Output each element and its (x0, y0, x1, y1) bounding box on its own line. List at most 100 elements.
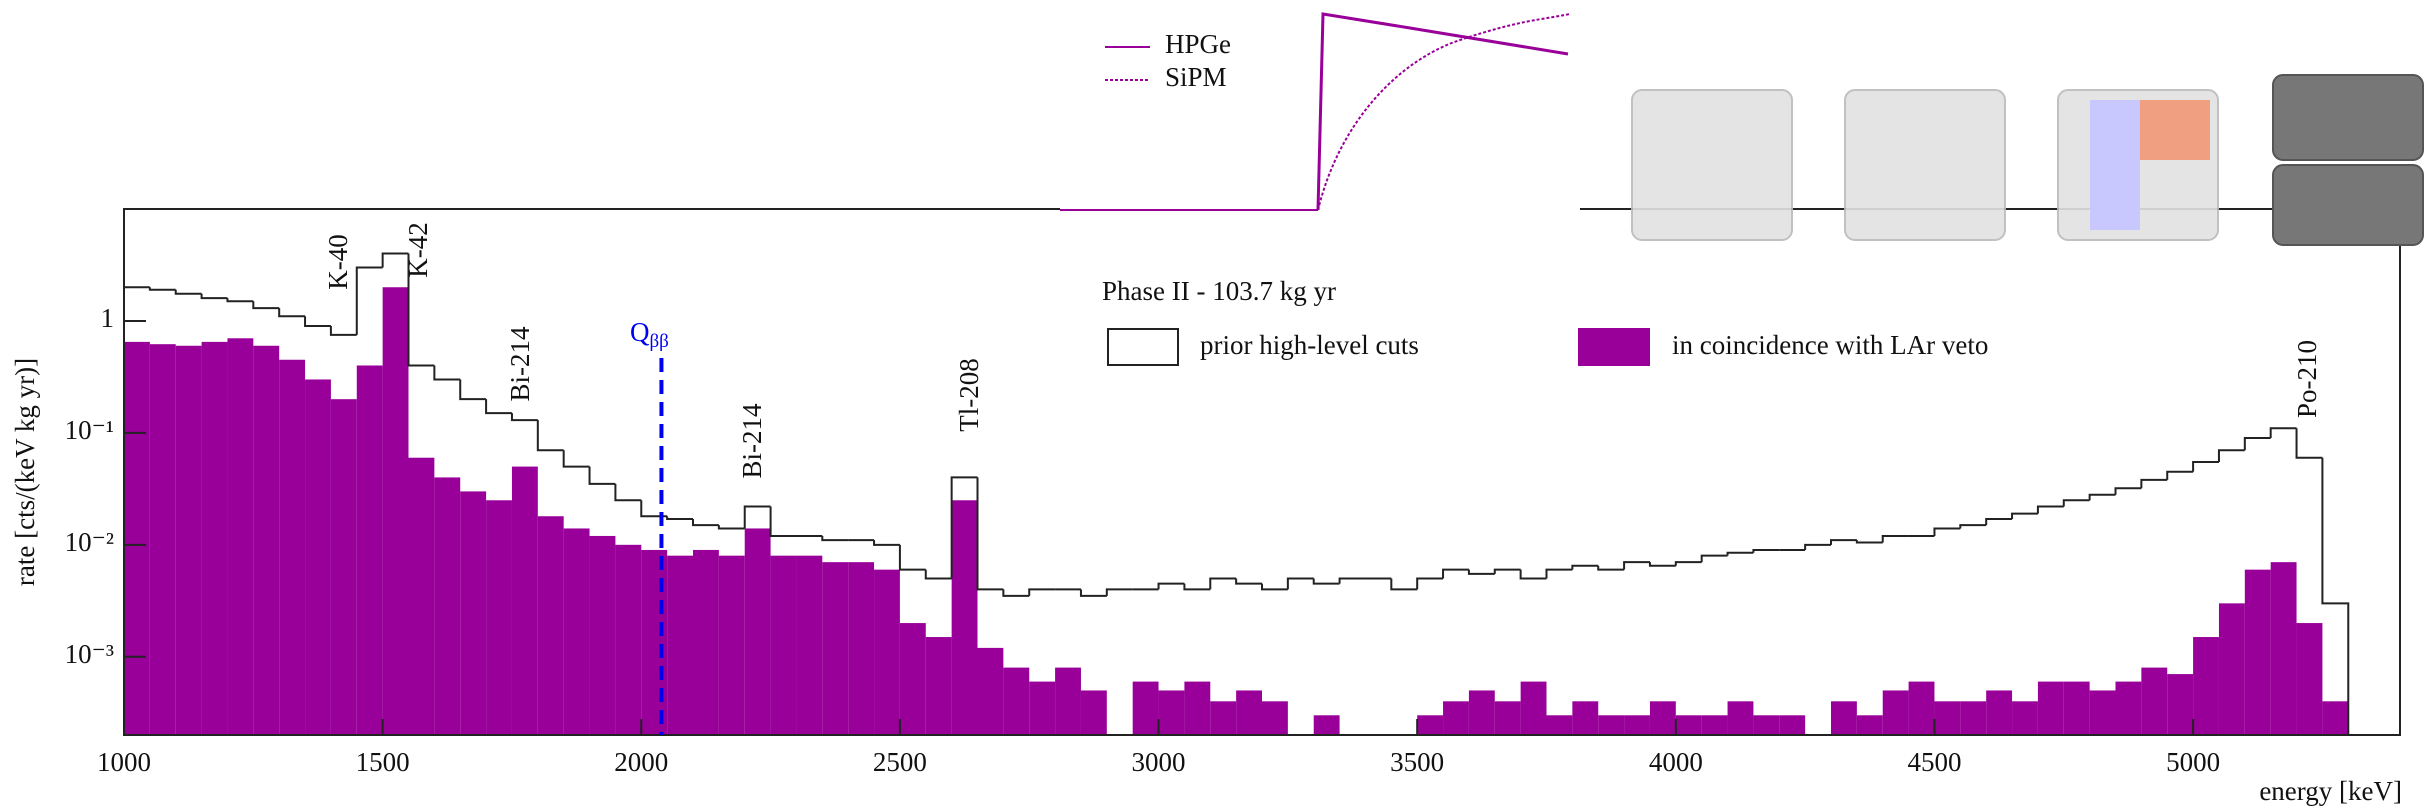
histogram-step (2088, 493, 2116, 501)
histogram-step (510, 413, 538, 422)
bar (1546, 715, 1573, 735)
histogram-step (1002, 589, 1030, 597)
histogram-step (536, 420, 564, 452)
bar (2167, 674, 2194, 735)
hpge-trace (1316, 12, 1569, 211)
bar (1753, 715, 1780, 735)
bar (899, 623, 926, 735)
bar (1494, 701, 1521, 735)
bar (2296, 623, 2323, 735)
histogram-step (1830, 539, 1857, 545)
histogram-step (2269, 427, 2297, 439)
bar (537, 516, 564, 735)
histogram-step (200, 293, 228, 300)
histogram-step (614, 483, 642, 502)
bar (1779, 715, 1806, 735)
bar (2063, 681, 2090, 735)
bar (1184, 681, 1211, 735)
bar (1701, 715, 1728, 735)
bar (1934, 701, 1961, 735)
histogram-step (692, 519, 719, 527)
histogram-step (717, 525, 745, 530)
bar (1262, 701, 1288, 735)
histogram-step (1209, 577, 1237, 590)
bar (1649, 701, 1676, 735)
histogram-step (1855, 540, 1883, 544)
bar (1003, 667, 1030, 735)
bar (460, 491, 487, 735)
x-tick-label: 2500 (873, 747, 927, 777)
histogram-step (1416, 577, 1444, 590)
histogram-step (252, 301, 280, 310)
bar (511, 466, 538, 735)
histogram-step (898, 544, 926, 571)
bar (1132, 681, 1159, 735)
histogram-step (407, 253, 435, 367)
bar (718, 555, 745, 735)
bar (201, 341, 228, 735)
histogram-step (1752, 548, 1780, 553)
histogram-step (148, 287, 176, 291)
bar (2322, 701, 2349, 735)
bar (149, 344, 176, 735)
q-label: Q (630, 317, 650, 347)
bar (1675, 715, 1702, 735)
bar (2089, 690, 2116, 735)
legend-title: Phase II - 103.7 kg yr (1102, 276, 1336, 306)
histogram-step (1959, 524, 1987, 529)
histogram-step (304, 316, 331, 328)
bar (874, 569, 900, 735)
histogram-step (1881, 534, 1909, 543)
bar (1727, 701, 1754, 735)
histogram-step (1726, 551, 1754, 556)
histogram-step (950, 476, 978, 579)
histogram-step (1571, 564, 1599, 570)
histogram-step (1157, 582, 1185, 590)
x-tick-label: 5000 (2166, 747, 2220, 777)
histogram-step (459, 379, 487, 401)
bar (1572, 701, 1599, 735)
histogram-step (1028, 588, 1056, 596)
bar (2012, 701, 2038, 735)
x-tick-label: 1500 (356, 747, 410, 777)
bar (1856, 715, 1883, 735)
histogram-step (1079, 589, 1107, 597)
histogram-step (1545, 568, 1573, 579)
histogram-step (2192, 460, 2219, 472)
detector-illustrations (1631, 74, 2424, 246)
bar (1313, 715, 1340, 735)
histogram-step (2217, 449, 2245, 462)
bar (1158, 690, 1185, 735)
y-tick-label: 10⁻² (65, 527, 114, 557)
histogram-step (769, 506, 797, 537)
x-tick-label: 1000 (97, 747, 151, 777)
legend-swatch (1107, 328, 1179, 366)
legend-swatch (1578, 328, 1650, 366)
histogram-step (2036, 505, 2064, 514)
bar (2037, 681, 2064, 735)
histogram-step (1442, 568, 1469, 579)
histogram-step (1597, 565, 1625, 571)
histogram-step (278, 308, 306, 318)
bar (1882, 690, 1909, 735)
histogram-step (2295, 428, 2323, 459)
histogram-step (355, 266, 383, 335)
peak-label: Po-210 (2292, 340, 2322, 418)
bar (253, 345, 280, 735)
plot-area (123, 252, 2350, 735)
bar (796, 555, 823, 735)
bar (2244, 569, 2271, 735)
bar (589, 535, 616, 735)
bar (434, 477, 461, 735)
histogram-step (562, 450, 590, 468)
bar (356, 365, 383, 735)
histogram-step (1933, 527, 1961, 536)
peak-label: Bi-214 (737, 403, 767, 479)
histogram-step (1235, 578, 1262, 585)
bar (305, 379, 331, 735)
histogram-step (2114, 487, 2142, 495)
histogram-step (1390, 578, 1418, 591)
histogram-step (2321, 457, 2350, 735)
bar (744, 528, 771, 735)
